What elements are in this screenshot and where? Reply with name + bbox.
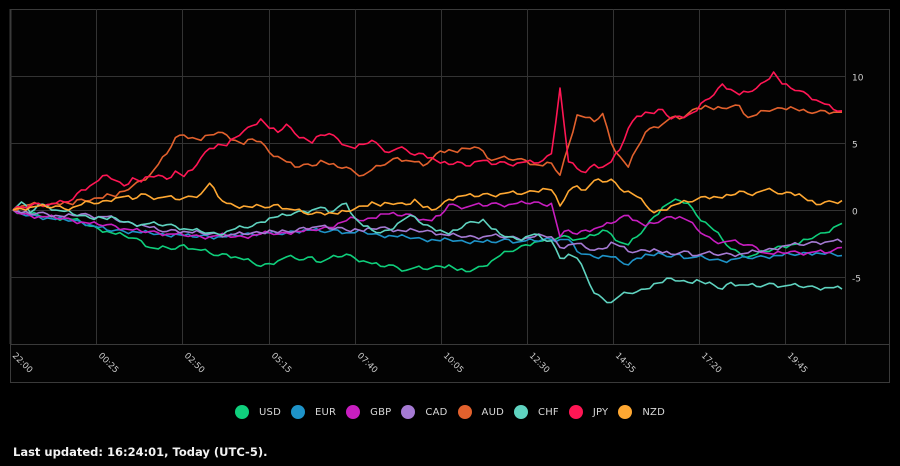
- legend-swatch-icon: [235, 405, 250, 419]
- legend-label: CAD: [425, 406, 448, 418]
- legend-label: CHF: [538, 406, 559, 418]
- legend-label: EUR: [314, 406, 337, 418]
- currency-strength-chart: 10 5 0 -5 22:00 00:25 02:50 05:15 07:40 10:05 12:3…: [9, 9, 890, 383]
- series-line-cad[interactable]: [12, 209, 843, 258]
- series-line-aud[interactable]: [12, 104, 842, 211]
- legend-item-usd[interactable]: USD: [235, 405, 281, 419]
- legend-swatch-icon: [514, 405, 529, 419]
- legend-swatch-icon: [618, 405, 633, 419]
- legend-item-aud[interactable]: AUD: [457, 405, 505, 419]
- legend-item-nzd[interactable]: NZD: [618, 405, 665, 419]
- legend-label: GBP: [370, 406, 392, 418]
- y-tick-label: 10: [852, 74, 864, 84]
- legend-swatch-icon: [346, 405, 361, 419]
- series-line-gbp[interactable]: [12, 200, 843, 256]
- legend-swatch-icon: [568, 405, 583, 419]
- legend-swatch-icon: [401, 405, 416, 419]
- legend-swatch-icon: [457, 405, 472, 419]
- legend-item-cad[interactable]: CAD: [401, 405, 447, 419]
- legend-label: JPY: [592, 406, 609, 418]
- last-updated-text: Last updated: 16:24:01, Today (UTC-5).: [13, 445, 268, 459]
- y-tick-label: -5: [852, 275, 861, 285]
- y-tick-label: 0: [852, 208, 858, 218]
- series-line-nzd[interactable]: [12, 178, 843, 216]
- chart-border: [10, 9, 890, 383]
- series-line-usd[interactable]: [12, 198, 843, 273]
- y-tick-label: 5: [852, 141, 858, 151]
- legend-label: AUD: [481, 406, 505, 418]
- legend-item-chf[interactable]: CHF: [514, 405, 559, 419]
- legend-item-eur[interactable]: EUR: [290, 405, 337, 419]
- series-line-eur[interactable]: [12, 209, 843, 266]
- legend-label: USD: [259, 406, 281, 418]
- legend-item-gbp[interactable]: GBP: [346, 405, 391, 419]
- series-line-chf[interactable]: [12, 201, 843, 304]
- chart-legend: USD EUR GBP CAD AUD CHF JPY NZD: [0, 400, 900, 424]
- legend-label: NZD: [642, 406, 665, 418]
- series-line-jpy[interactable]: [12, 71, 843, 211]
- legend-swatch-icon: [290, 405, 305, 419]
- legend-item-jpy[interactable]: JPY: [568, 405, 609, 419]
